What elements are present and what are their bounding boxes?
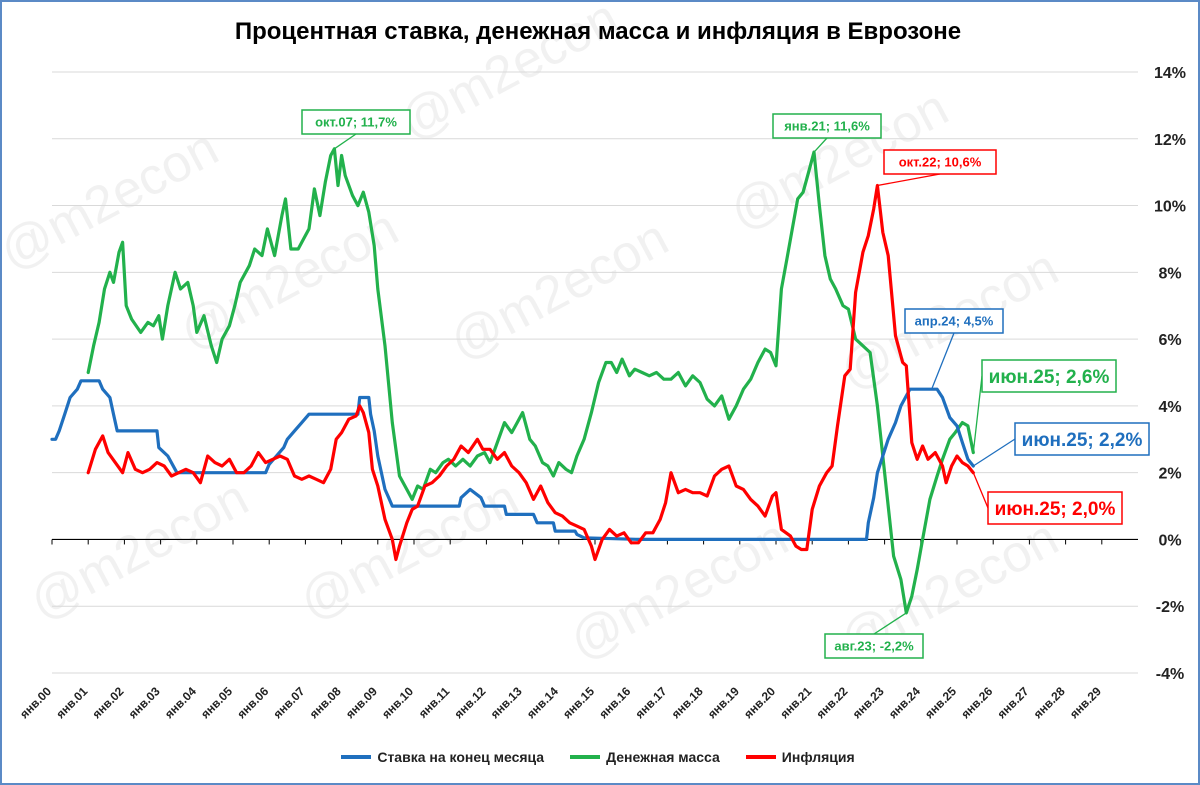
- x-tick-label-5: янв.05: [198, 684, 235, 721]
- legend-swatch-rate: [341, 755, 372, 759]
- x-tick-label-11: янв.11: [416, 684, 453, 721]
- annotation-label-7: июн.25; 2,0%: [995, 499, 1116, 520]
- y-tick-label-5: 6%: [1158, 332, 1181, 349]
- x-tick-label-9: янв.09: [343, 684, 380, 721]
- annotation-label-0: окт.07; 11,7%: [315, 115, 397, 130]
- annotation-leader-3: [877, 173, 941, 187]
- x-tick-label-14: янв.14: [524, 684, 561, 721]
- annotation-label-3: окт.22; 10,6%: [899, 155, 982, 170]
- annotation-box-3: [883, 149, 997, 175]
- legend-item-rate: Ставка на конец месяца: [341, 749, 544, 765]
- x-tick-label-24: янв.24: [886, 684, 923, 721]
- series-line-rate: [50, 379, 975, 541]
- x-tick-label-18: янв.18: [669, 684, 706, 721]
- annotation-label-1: янв.21; 11,6%: [784, 119, 870, 134]
- x-tick-label-21: янв.21: [777, 684, 814, 721]
- x-tick-label-15: янв.15: [560, 684, 597, 721]
- annotation-leader-0: [333, 133, 357, 150]
- series-line-inflation: [86, 183, 975, 562]
- x-tick-label-10: янв.10: [379, 684, 416, 721]
- x-tick-label-19: янв.19: [705, 684, 742, 721]
- x-tick-label-17: янв.17: [633, 684, 670, 721]
- annotation-leader-6: [972, 438, 1016, 467]
- x-tick-label-3: янв.03: [126, 684, 163, 721]
- x-tick-label-25: янв.25: [922, 684, 959, 721]
- annotation-leader-5: [972, 375, 983, 453]
- y-tick-label-6: 8%: [1158, 265, 1181, 282]
- annotation-leader-2: [873, 612, 907, 635]
- x-tick-label-29: янв.29: [1067, 684, 1104, 721]
- annotation-label-2: авг.23; -2,2%: [834, 639, 914, 654]
- annotation-box-0: [301, 109, 411, 135]
- legend-label-rate: Ставка на конец месяца: [377, 749, 545, 765]
- y-tick-label-9: 14%: [1154, 65, 1186, 82]
- chart-legend: Ставка на конец месяца Денежная масса Ин…: [0, 749, 1196, 765]
- annotation-box-2: [824, 633, 924, 659]
- legend-label-inflation: Инфляция: [781, 749, 855, 765]
- annotation-box-1: [772, 113, 882, 139]
- x-tick-label-2: янв.02: [90, 684, 127, 721]
- annotation-label-4: апр.24; 4,5%: [915, 314, 994, 329]
- x-tick-label-0: янв.00: [17, 684, 54, 721]
- legend-label-money: Денежная масса: [606, 749, 720, 765]
- annotation-box-6: [1014, 422, 1150, 456]
- annotation-leader-4: [931, 332, 955, 390]
- y-tick-label-3: 2%: [1158, 466, 1181, 483]
- y-tick-label-4: 4%: [1158, 399, 1181, 416]
- y-tick-label-7: 10%: [1154, 199, 1186, 216]
- annotation-leader-1: [813, 137, 828, 153]
- x-tick-label-13: янв.13: [488, 684, 525, 721]
- annotation-label-5: июн.25; 2,6%: [989, 367, 1110, 388]
- annotation-box-5: [981, 359, 1117, 393]
- y-tick-label-2: 0%: [1158, 532, 1181, 549]
- x-tick-label-16: янв.16: [596, 684, 633, 721]
- x-tick-label-23: янв.23: [850, 684, 887, 721]
- x-tick-label-12: янв.12: [452, 684, 489, 721]
- x-tick-label-22: янв.22: [814, 684, 851, 721]
- x-tick-label-7: янв.07: [271, 684, 308, 721]
- legend-swatch-money: [570, 755, 601, 759]
- annotation-leader-7: [972, 472, 989, 509]
- legend-swatch-inflation: [745, 755, 776, 759]
- legend-item-inflation: Инфляция: [745, 749, 855, 765]
- x-tick-label-20: янв.20: [741, 684, 778, 721]
- annotation-box-7: [987, 491, 1123, 525]
- x-tick-label-26: янв.26: [958, 684, 995, 721]
- x-tick-label-28: янв.28: [1031, 684, 1068, 721]
- y-tick-label-8: 12%: [1154, 132, 1186, 149]
- annotation-box-4: [904, 308, 1004, 334]
- series-line-money: [86, 147, 975, 615]
- legend-item-money: Денежная масса: [570, 749, 720, 765]
- x-tick-label-8: янв.08: [307, 684, 344, 721]
- y-tick-label-0: -4%: [1156, 666, 1184, 683]
- y-tick-label-1: -2%: [1156, 599, 1184, 616]
- annotation-label-6: июн.25; 2,2%: [1022, 430, 1143, 451]
- x-tick-label-4: янв.04: [162, 684, 199, 721]
- chart-title: Процентная ставка, денежная масса и инфл…: [234, 18, 962, 45]
- x-tick-label-1: янв.01: [53, 684, 90, 721]
- x-tick-label-6: янв.06: [234, 684, 271, 721]
- x-tick-label-27: янв.27: [995, 684, 1032, 721]
